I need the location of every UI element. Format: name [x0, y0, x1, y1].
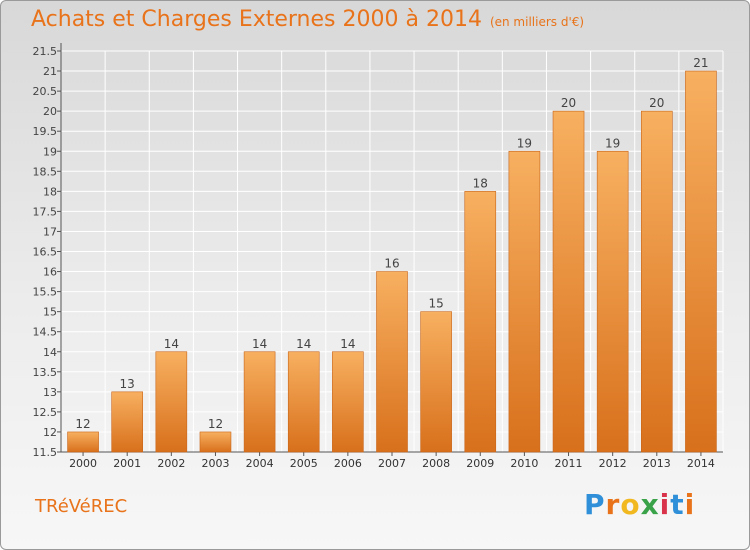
logo-letter: P — [584, 488, 606, 521]
data-label: 14 — [252, 337, 267, 351]
y-tick-label: 21 — [43, 65, 57, 78]
x-tick-label: 2009 — [466, 457, 494, 470]
bar-2001 — [111, 391, 143, 453]
y-tick-label: 15.5 — [33, 286, 58, 299]
data-label: 21 — [693, 56, 708, 70]
y-tick-label: 12.5 — [33, 406, 58, 419]
bar-2008 — [420, 311, 452, 453]
x-tick-label: 2000 — [69, 457, 97, 470]
y-tick-label: 13.5 — [33, 366, 58, 379]
x-tick-label: 2004 — [246, 457, 274, 470]
data-label: 20 — [649, 96, 664, 110]
y-tick-label: 16.5 — [33, 246, 58, 259]
data-label: 14 — [340, 337, 355, 351]
y-tick-label: 20 — [43, 105, 57, 118]
chart-title: Achats et Charges Externes 2000 à 2014 (e… — [31, 7, 584, 32]
y-tick-label: 16 — [43, 266, 57, 279]
x-tick-label: 2003 — [201, 457, 229, 470]
bar-2013 — [640, 110, 673, 453]
data-label: 14 — [296, 337, 311, 351]
y-tick-label: 18 — [43, 185, 57, 198]
bar-2005 — [287, 351, 320, 453]
logo-letter: i — [659, 488, 671, 521]
y-tick-label: 14 — [43, 346, 57, 359]
bar-2012 — [596, 150, 629, 453]
y-tick-label: 15 — [43, 306, 57, 319]
bar-2007 — [376, 271, 408, 453]
bar-2006 — [332, 351, 364, 453]
data-label: 13 — [120, 377, 135, 391]
chart-subtitle: (en milliers d'€) — [489, 15, 585, 29]
bar-2002 — [155, 351, 188, 453]
proxiti-logo: Proxiti — [584, 488, 695, 521]
y-tick-label: 19.5 — [33, 125, 58, 138]
logo-letter: t — [670, 488, 685, 521]
data-label: 12 — [75, 417, 90, 431]
y-tick-label: 17.5 — [33, 205, 58, 218]
y-tick-label: 12 — [43, 426, 57, 439]
x-tick-label: 2014 — [687, 457, 715, 470]
bar-2004 — [243, 351, 276, 453]
y-tick-label: 17 — [43, 225, 57, 238]
x-tick-label: 2011 — [555, 457, 583, 470]
bar-2011 — [552, 110, 585, 453]
data-label: 19 — [517, 136, 532, 150]
bars — [67, 70, 717, 453]
data-label: 12 — [208, 417, 223, 431]
y-tick-label: 11.5 — [33, 446, 58, 459]
x-tick-label: 2010 — [510, 457, 538, 470]
x-tick-label: 2002 — [157, 457, 185, 470]
x-tick-label: 2007 — [378, 457, 406, 470]
y-tick-label: 13 — [43, 386, 57, 399]
logo-letter: o — [620, 488, 641, 521]
data-label: 19 — [605, 136, 620, 150]
data-label: 20 — [561, 96, 576, 110]
x-tick-label: 2008 — [422, 457, 450, 470]
x-tick-label: 2006 — [334, 457, 362, 470]
data-label: 15 — [428, 297, 443, 311]
y-tick-label: 19 — [43, 145, 57, 158]
y-tick-label: 18.5 — [33, 165, 58, 178]
x-tick-label: 2005 — [290, 457, 318, 470]
y-tick-label: 20.5 — [33, 85, 58, 98]
x-tick-label: 2001 — [113, 457, 141, 470]
logo-letter: i — [684, 488, 696, 521]
bar-2009 — [464, 191, 497, 453]
x-tick-label: 2013 — [643, 457, 671, 470]
bar-2014 — [685, 70, 717, 453]
bar-2003 — [199, 431, 232, 453]
data-label: 16 — [384, 257, 399, 271]
x-tick-label: 2012 — [599, 457, 627, 470]
bar-2010 — [508, 150, 541, 453]
bar-2000 — [67, 431, 99, 453]
data-label: 14 — [164, 337, 179, 351]
logo-letter: r — [605, 488, 621, 521]
data-label: 18 — [473, 176, 488, 190]
commune-name: TRéVéREC — [35, 496, 128, 517]
labels: 12 13 14 12 14 14 14 16 15 18 19 20 19 20 21 — [75, 56, 708, 431]
axes: 11.5 12 12.5 13 13.5 14 14.5 15 15.5 16 16.5 17 17.5… — [33, 43, 723, 470]
logo-letter: x — [640, 488, 660, 521]
chart-title-text: Achats et Charges Externes 2000 à 2014 — [31, 7, 482, 32]
y-tick-label: 21.5 — [33, 45, 58, 58]
y-tick-label: 14.5 — [33, 326, 58, 339]
